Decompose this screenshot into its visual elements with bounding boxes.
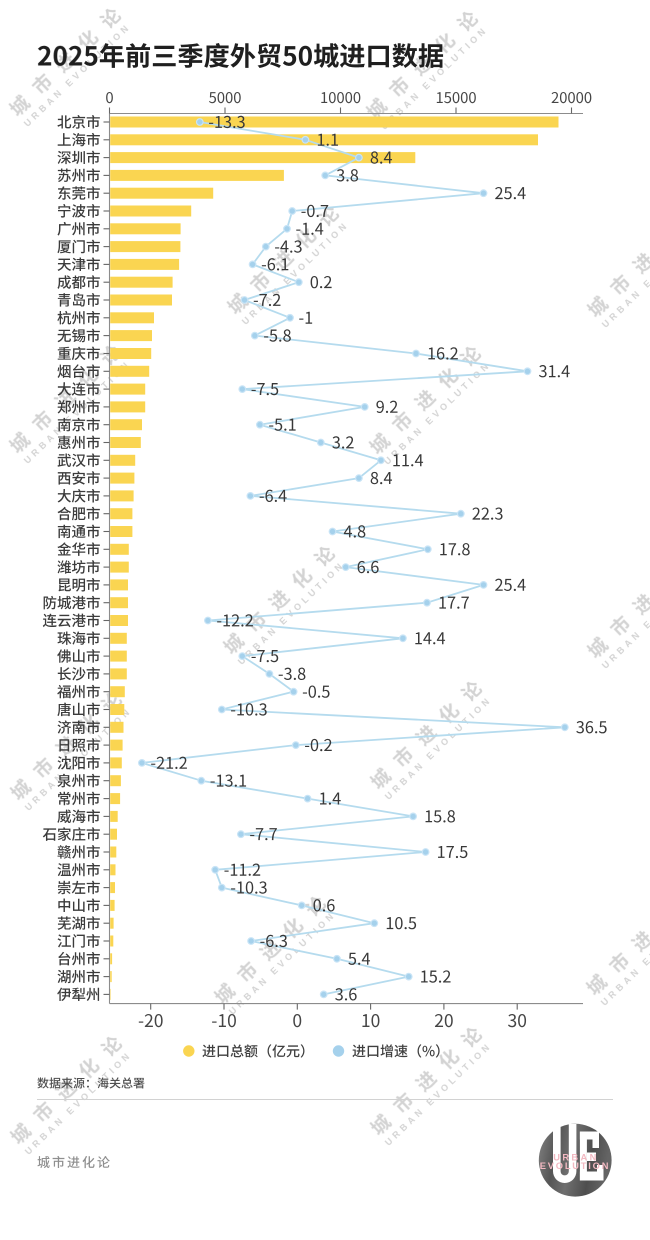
svg-text:EVOLUTION: EVOLUTION	[540, 1161, 610, 1171]
svg-text:URBAN: URBAN	[553, 1153, 599, 1163]
